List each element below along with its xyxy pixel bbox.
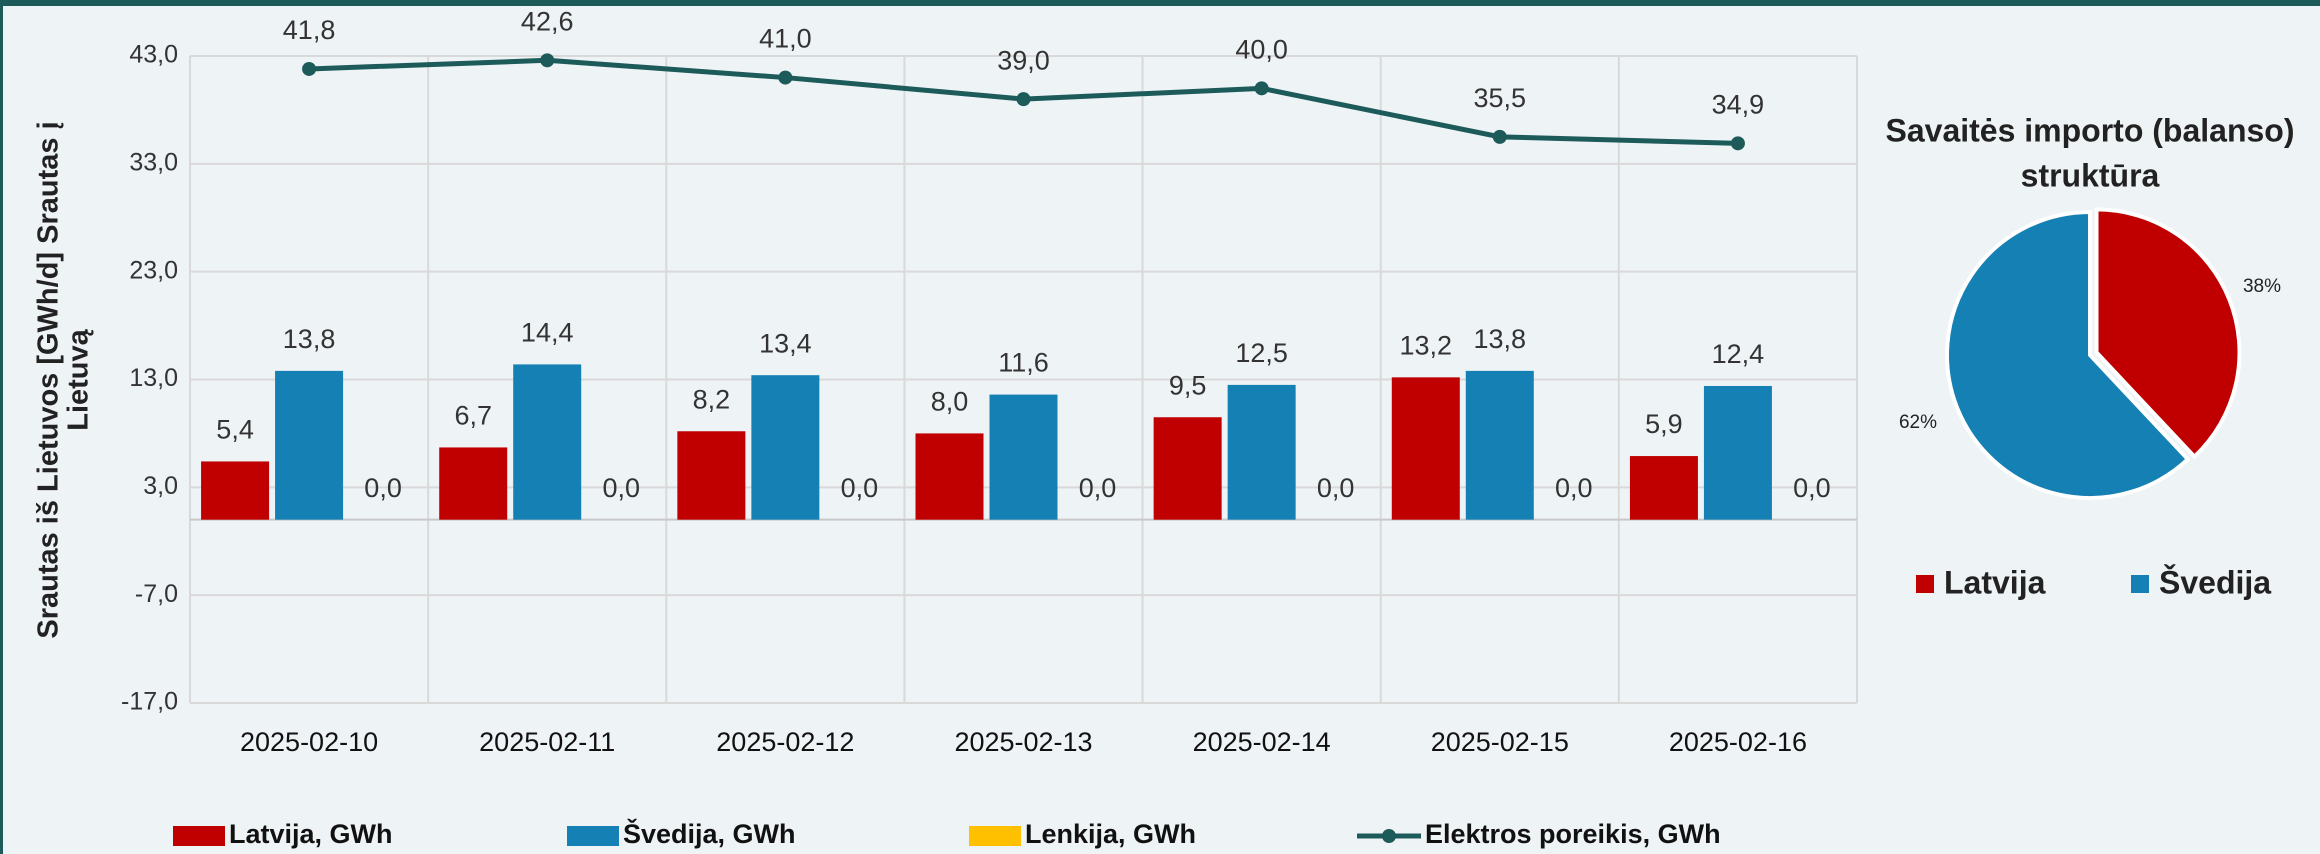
data-label: 8,2: [693, 384, 731, 414]
pie-title: struktūra: [2021, 157, 2160, 193]
data-label: 12,4: [1712, 339, 1765, 369]
data-label: 13,8: [283, 324, 336, 354]
y-tick-label: 3,0: [143, 472, 178, 500]
bar: [1629, 456, 1698, 520]
data-label: 0,0: [364, 473, 402, 503]
data-label: 13,8: [1474, 324, 1527, 354]
y-tick-label: 33,0: [129, 148, 178, 176]
bar: [915, 433, 984, 520]
line-point: [540, 53, 555, 68]
data-label: 35,5: [1474, 83, 1527, 113]
y-tick-label: -7,0: [135, 580, 178, 608]
left-border: [0, 0, 3, 854]
bar: [1465, 370, 1534, 520]
y-tick-label: 23,0: [129, 256, 178, 284]
bar: [201, 461, 270, 520]
legend-swatch: [2131, 575, 2149, 593]
line-point: [1016, 92, 1031, 107]
data-label: 11,6: [998, 348, 1049, 378]
data-label: 0,0: [1793, 473, 1831, 503]
line-point: [1492, 129, 1507, 144]
bar: [1227, 384, 1296, 520]
legend-swatch: [567, 826, 619, 846]
top-bar: [0, 0, 2320, 6]
data-label: 5,4: [216, 415, 254, 445]
bar: [275, 370, 344, 520]
data-label: 9,5: [1169, 370, 1207, 400]
data-label: 0,0: [1317, 473, 1355, 503]
bar: [1703, 385, 1772, 520]
x-tick-label: 2025-02-15: [1431, 727, 1569, 757]
bar: [439, 447, 508, 520]
pie-label: 38%: [2243, 276, 2281, 297]
data-label: 41,8: [283, 15, 336, 45]
legend-swatch: [969, 826, 1021, 846]
legend-swatch: [1916, 575, 1934, 593]
data-label: 34,9: [1712, 89, 1765, 119]
legend-label: Švedija: [2159, 564, 2271, 600]
y-axis-label: Lietuvą: [63, 328, 95, 430]
bar: [989, 394, 1058, 520]
data-label: 13,2: [1400, 330, 1453, 360]
legend-label: Latvija, GWh: [229, 819, 393, 849]
line-point: [1730, 136, 1745, 151]
data-label: 42,6: [521, 6, 574, 36]
x-tick-label: 2025-02-12: [716, 727, 854, 757]
data-label: 14,4: [521, 318, 574, 348]
data-label: 8,0: [931, 387, 969, 417]
line-point: [778, 70, 793, 85]
y-axis-label: Srautas iš Lietuvos [GWh/d] Srautas į: [33, 121, 65, 638]
data-label: 41,0: [759, 24, 812, 54]
x-tick-label: 2025-02-13: [954, 727, 1092, 757]
data-label: 5,9: [1645, 409, 1683, 439]
x-tick-label: 2025-02-10: [240, 727, 378, 757]
line-point: [1254, 81, 1269, 96]
data-label: 12,5: [1235, 338, 1288, 368]
x-tick-label: 2025-02-14: [1193, 727, 1331, 757]
pie-slice: [2094, 207, 2242, 460]
x-tick-label: 2025-02-11: [479, 727, 615, 757]
data-label: 6,7: [454, 401, 492, 431]
bar: [1153, 417, 1222, 520]
legend-label: Švedija, GWh: [623, 818, 796, 849]
legend-swatch: [173, 826, 225, 846]
bar: [677, 431, 746, 520]
pie-title: Savaitės importo (balanso): [1886, 112, 2295, 148]
pie-slice: [1945, 209, 2191, 500]
data-label: 13,4: [759, 328, 812, 358]
y-tick-label: 13,0: [129, 364, 178, 392]
data-label: 0,0: [1555, 473, 1593, 503]
y-tick-label: 43,0: [129, 41, 178, 69]
data-label: 0,0: [602, 473, 640, 503]
pie-label: 62%: [1899, 412, 1937, 433]
legend-label: Latvija: [1944, 564, 2046, 600]
x-tick-label: 2025-02-16: [1669, 727, 1807, 757]
y-tick-label: -17,0: [121, 688, 178, 716]
data-label: 40,0: [1235, 34, 1288, 64]
line-point: [302, 61, 317, 76]
legend-label: Lenkija, GWh: [1025, 819, 1196, 849]
bar: [751, 375, 820, 520]
data-label: 39,0: [997, 45, 1050, 75]
bar: [1391, 377, 1460, 520]
legend-label: Elektros poreikis, GWh: [1425, 819, 1721, 849]
data-label: 0,0: [841, 473, 879, 503]
legend-swatch: [1382, 829, 1396, 843]
data-label: 0,0: [1079, 473, 1117, 503]
bar: [513, 364, 582, 520]
